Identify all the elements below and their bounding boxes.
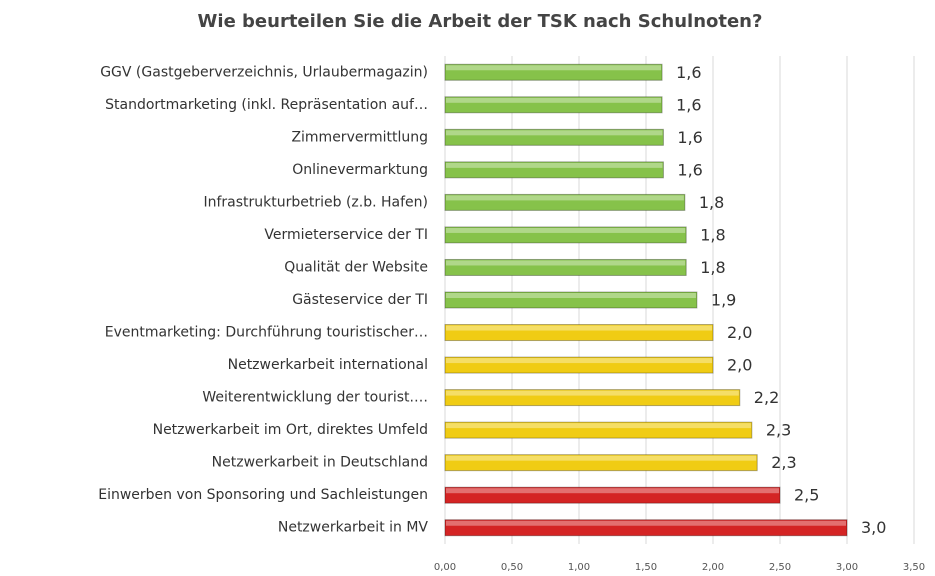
x-tick-label: 1,50 xyxy=(635,562,657,573)
x-tick-label: 3,00 xyxy=(836,562,858,573)
bar xyxy=(444,324,714,342)
bar-highlight xyxy=(446,227,686,233)
x-tick-label: 1,00 xyxy=(568,562,590,573)
bar xyxy=(444,63,663,81)
value-label: 1,6 xyxy=(676,63,701,82)
value-label: 2,0 xyxy=(727,323,752,342)
value-label: 1,6 xyxy=(676,95,701,114)
value-label: 2,3 xyxy=(771,453,796,472)
bar xyxy=(444,161,664,179)
y-tick-label: Weiterentwicklung der tourist.… xyxy=(202,390,428,406)
bar xyxy=(444,486,781,504)
bar xyxy=(444,356,714,374)
value-label: 2,5 xyxy=(794,486,819,505)
bar-highlight xyxy=(446,195,684,201)
bar-highlight xyxy=(446,358,712,364)
bar-highlight xyxy=(446,65,662,71)
y-tick-label: Eventmarketing: Durchführung touristisch… xyxy=(105,325,428,341)
value-label: 2,2 xyxy=(754,388,779,407)
x-tick-label: 2,00 xyxy=(702,562,724,573)
bar xyxy=(444,193,686,211)
bar xyxy=(444,421,753,439)
value-label: 3,0 xyxy=(861,518,886,537)
y-tick-label: GGV (Gastgeberverzeichnis, Urlaubermagaz… xyxy=(100,64,428,80)
bar-highlight xyxy=(446,293,696,298)
bar-highlight xyxy=(446,520,846,526)
bar xyxy=(444,128,664,146)
y-tick-label: Qualität der Website xyxy=(284,259,428,275)
x-tick-label: 0,50 xyxy=(501,562,523,573)
bar-highlight xyxy=(446,130,663,136)
x-tick-label: 3,50 xyxy=(903,562,925,573)
bar xyxy=(444,258,687,276)
y-tick-label: Einwerben von Sponsoring und Sachleistun… xyxy=(98,487,428,503)
y-tick-label: Zimmervermittlung xyxy=(291,129,428,145)
bar xyxy=(444,389,741,407)
bar xyxy=(444,96,663,114)
value-label: 1,6 xyxy=(677,128,702,147)
x-tick-label: 0,00 xyxy=(434,562,456,573)
bar-highlight xyxy=(446,488,779,494)
bar xyxy=(444,226,687,244)
value-label: 2,3 xyxy=(766,421,791,440)
chart-title: Wie beurteilen Sie die Arbeit der TSK na… xyxy=(198,11,763,32)
y-tick-label: Netzwerkarbeit international xyxy=(228,357,428,373)
bar-highlight xyxy=(446,325,712,331)
value-label: 1,6 xyxy=(677,160,702,179)
y-tick-label: Netzwerkarbeit im Ort, direktes Umfeld xyxy=(153,422,428,438)
value-label: 1,8 xyxy=(700,258,725,277)
y-tick-label: Infrastrukturbetrieb (z.b. Hafen) xyxy=(203,194,428,210)
bar-highlight xyxy=(446,162,663,168)
y-tick-label: Gästeservice der TI xyxy=(292,292,428,308)
bar-highlight xyxy=(446,423,751,429)
bar-highlight xyxy=(446,97,662,103)
y-tick-label: Vermieterservice der TI xyxy=(264,227,428,243)
value-label: 1,8 xyxy=(699,193,724,212)
value-label: 1,9 xyxy=(711,291,736,310)
bar xyxy=(444,454,758,472)
y-tick-label: Netzwerkarbeit in Deutschland xyxy=(212,455,428,471)
y-tick-label: Netzwerkarbeit in MV xyxy=(278,520,429,536)
x-tick-label: 2,50 xyxy=(769,562,791,573)
value-label: 2,0 xyxy=(727,356,752,375)
bar xyxy=(444,519,848,537)
bar-highlight xyxy=(446,455,757,461)
y-tick-label: Onlinevermarktung xyxy=(292,162,428,178)
bar xyxy=(444,291,698,309)
y-tick-label: Standortmarketing (inkl. Repräsentation … xyxy=(105,97,428,113)
value-label: 1,8 xyxy=(700,225,725,244)
bar-highlight xyxy=(446,390,739,396)
bar-highlight xyxy=(446,260,686,266)
